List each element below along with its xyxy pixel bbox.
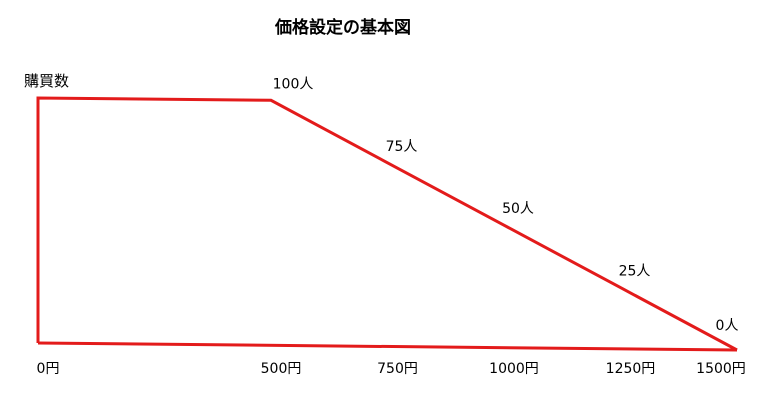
x-tick-label: 0円 (37, 361, 60, 377)
data-labels: 100人 75人 50人 25人 0人 (273, 76, 739, 334)
data-label: 0人 (716, 318, 739, 334)
x-tick-label: 1500円 (696, 361, 746, 377)
x-tick-label: 750円 (377, 361, 418, 377)
data-label: 50人 (502, 201, 534, 217)
plot-lines (36, 96, 738, 352)
data-label: 100人 (273, 76, 314, 92)
chart-title: 価格設定の基本図 (274, 17, 411, 38)
y-axis-label: 購買数 (24, 72, 69, 90)
x-tick-label: 1250円 (606, 361, 656, 377)
series-line-1 (37, 341, 738, 352)
series-line-0 (36, 96, 738, 352)
x-tick-label: 1000円 (489, 361, 539, 377)
x-axis-tick-labels: 0円 500円 750円 1000円 1250円 1500円 (37, 361, 746, 377)
x-tick-label: 500円 (261, 361, 302, 377)
data-label: 25人 (619, 264, 651, 280)
data-label: 75人 (386, 139, 418, 155)
